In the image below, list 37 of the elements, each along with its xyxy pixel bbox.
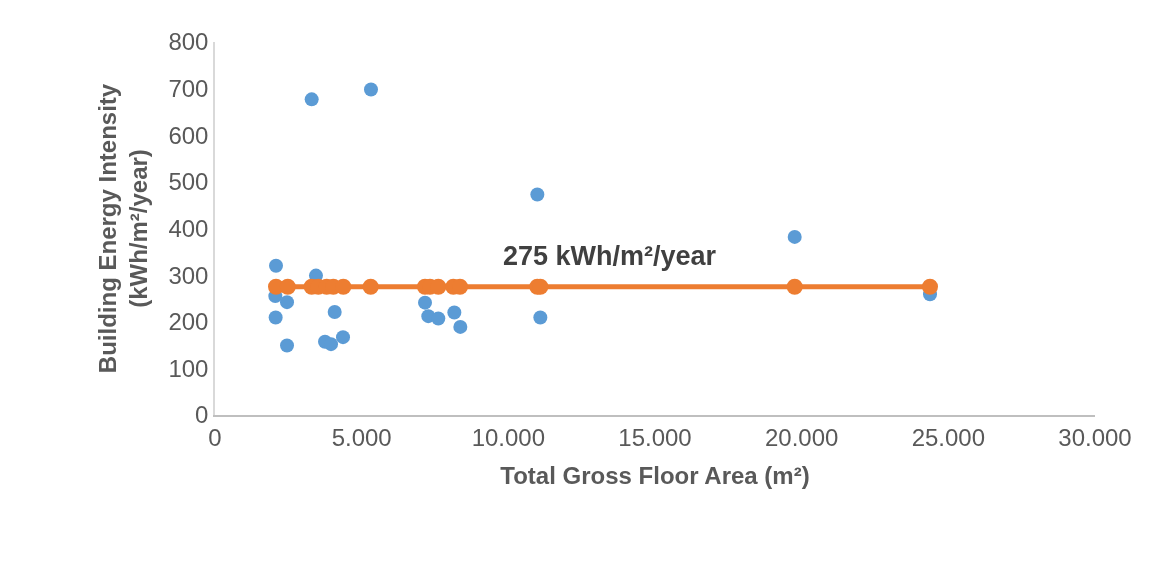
point (324, 337, 339, 352)
x-tick-label: 15.000 (618, 423, 692, 451)
point (269, 258, 284, 273)
y-tick-label: 300 (168, 261, 209, 289)
annotation: 275 kWh/m²/year (503, 241, 717, 271)
point (922, 278, 938, 295)
point (336, 330, 351, 345)
x-tick-label: 5.000 (331, 423, 392, 451)
point (786, 278, 803, 295)
point (268, 310, 283, 325)
x-tick-label: 10.000 (471, 423, 546, 451)
x-tick-label: 30.000 (1058, 423, 1132, 451)
point (362, 278, 379, 295)
point (304, 92, 319, 107)
point (280, 338, 295, 353)
y-tick-label: 700 (168, 75, 209, 103)
point (787, 229, 802, 244)
point (418, 295, 432, 310)
point (280, 295, 295, 310)
point (453, 319, 468, 334)
y-tick-label: 500 (168, 168, 209, 196)
x-tick-label: 20.000 (764, 423, 839, 451)
point (327, 304, 342, 319)
y-tick-label: 100 (168, 354, 209, 382)
x-axis-title: Total Gross Floor Area (m²) (500, 462, 810, 490)
y-axis-title: Building Energy Intensity (kWh/m²/year) (93, 83, 152, 374)
point (447, 305, 462, 320)
y-tick-label: 0 (195, 401, 209, 429)
point (530, 187, 545, 202)
point (533, 310, 548, 325)
x-tick-label: 25.000 (911, 423, 986, 451)
point (364, 82, 378, 97)
y-tick-label: 400 (168, 214, 209, 242)
y-tick-label: 600 (168, 121, 209, 149)
y-tick-label: 200 (168, 308, 209, 336)
y-tick-label: 800 (168, 28, 209, 56)
point (431, 311, 446, 326)
